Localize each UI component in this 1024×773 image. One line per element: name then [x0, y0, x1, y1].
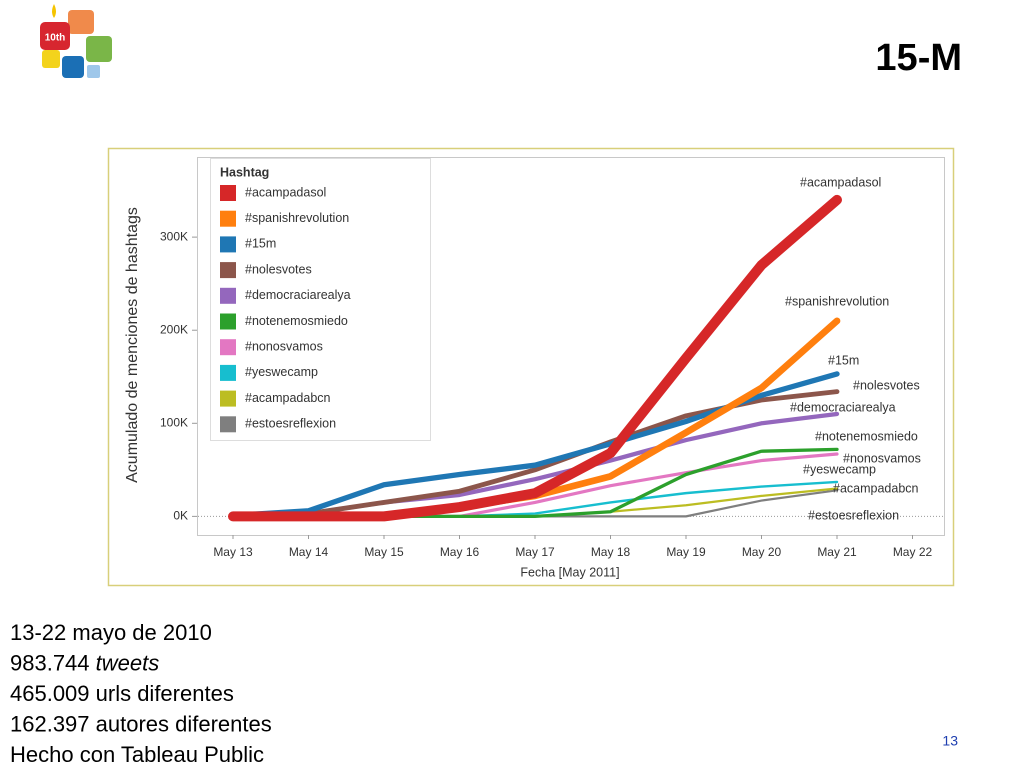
page-number: 13 — [942, 733, 958, 749]
logo-square — [42, 50, 60, 68]
note-text: 983.744 — [10, 650, 96, 675]
y-axis-label: Acumulado de menciones de hashtags — [124, 207, 141, 483]
legend-swatch — [220, 236, 236, 253]
end-label: #estoesreflexion — [808, 508, 899, 522]
legend-label: #acampadabcn — [245, 391, 331, 405]
logo-square — [68, 10, 94, 34]
note-line: 465.009 urls diferentes — [10, 681, 234, 706]
note-text: Hecho con Tableau Public — [10, 742, 264, 767]
x-tick-label: May 22 — [893, 545, 933, 559]
x-tick-label: May 15 — [364, 545, 404, 559]
x-tick-label: May 19 — [666, 545, 706, 559]
legend-swatch — [220, 210, 236, 227]
plot-frame — [197, 157, 945, 536]
legend-label: #estoesreflexion — [245, 417, 336, 431]
legend-swatch — [220, 262, 236, 279]
legend-swatch — [220, 416, 236, 433]
logo-square — [40, 22, 70, 50]
note-text: 13-22 mayo de 2010 — [10, 620, 212, 645]
legend-box — [210, 158, 431, 441]
legend-swatch — [220, 287, 236, 304]
logo-flame — [52, 4, 56, 18]
x-axis-label: Fecha [May 2011] — [520, 565, 619, 579]
x-tick-label: May 16 — [440, 545, 480, 559]
x-tick-label: May 13 — [213, 545, 253, 559]
logo-square — [62, 56, 84, 78]
legend: #acampadasol #spanishrevolution #15m #noles… — [220, 185, 351, 433]
series-line — [228, 194, 842, 522]
legend-title: Hashtag — [220, 165, 269, 179]
x-tick-label: May 14 — [289, 545, 329, 559]
end-label: #acampadasol — [800, 175, 881, 189]
end-label: #yeswecamp — [803, 462, 876, 476]
x-tick-label: May 18 — [591, 545, 631, 559]
note-text: 465.009 urls diferentes — [10, 681, 234, 706]
x-tick-label: May 21 — [817, 545, 857, 559]
x-tick-label: May 17 — [515, 545, 555, 559]
logo-square — [86, 36, 112, 62]
end-label: #nolesvotes — [853, 378, 920, 392]
legend-swatch — [220, 364, 236, 381]
end-label: #notenemosmiedo — [815, 429, 918, 443]
x-tick-label: May 20 — [742, 545, 782, 559]
note-line: Hecho con Tableau Public — [10, 742, 264, 767]
legend-swatch — [220, 185, 236, 201]
legend-label: #15m — [245, 237, 276, 251]
legend-label: #nolesvotes — [245, 262, 312, 276]
note-line: 162.397 autores diferentes — [10, 711, 272, 736]
y-tick-label: 100K — [160, 415, 188, 429]
note-line: 983.744 tweets — [10, 650, 159, 675]
slide-title: 15-M — [875, 37, 962, 79]
logo-square — [87, 65, 100, 78]
legend-label: #nonosvamos — [245, 339, 323, 353]
legend-label: #spanishrevolution — [245, 211, 349, 225]
logo: 10th — [40, 4, 112, 78]
plot: #estoesreflexion#acampadabcn#yeswecamp#n… — [192, 175, 944, 539]
y-tick-label: 200K — [160, 322, 188, 336]
legend-swatch — [220, 313, 236, 330]
end-label: #15m — [828, 353, 859, 367]
end-label: #spanishrevolution — [785, 294, 889, 308]
end-label: #democraciarealya — [790, 400, 896, 414]
legend-label: #notenemosmiedo — [245, 314, 348, 328]
legend-label: #acampadasol — [245, 185, 326, 199]
end-label: #acampadabcn — [833, 481, 919, 495]
legend-label: #democraciarealya — [245, 288, 351, 302]
note-text: 162.397 autores diferentes — [10, 711, 272, 736]
note-text: tweets — [96, 650, 160, 675]
end-label: #nonosvamos — [843, 451, 921, 465]
y-tick-label: 0K — [173, 509, 188, 523]
logo-text: 10th — [45, 33, 66, 44]
notes: 13-22 mayo de 2010 983.744 tweets 465.009 … — [10, 620, 272, 767]
y-tick-label: 300K — [160, 229, 188, 243]
legend-label: #yeswecamp — [245, 365, 318, 379]
legend-swatch — [220, 339, 236, 356]
legend-swatch — [220, 390, 236, 407]
note-line: 13-22 mayo de 2010 — [10, 620, 212, 645]
